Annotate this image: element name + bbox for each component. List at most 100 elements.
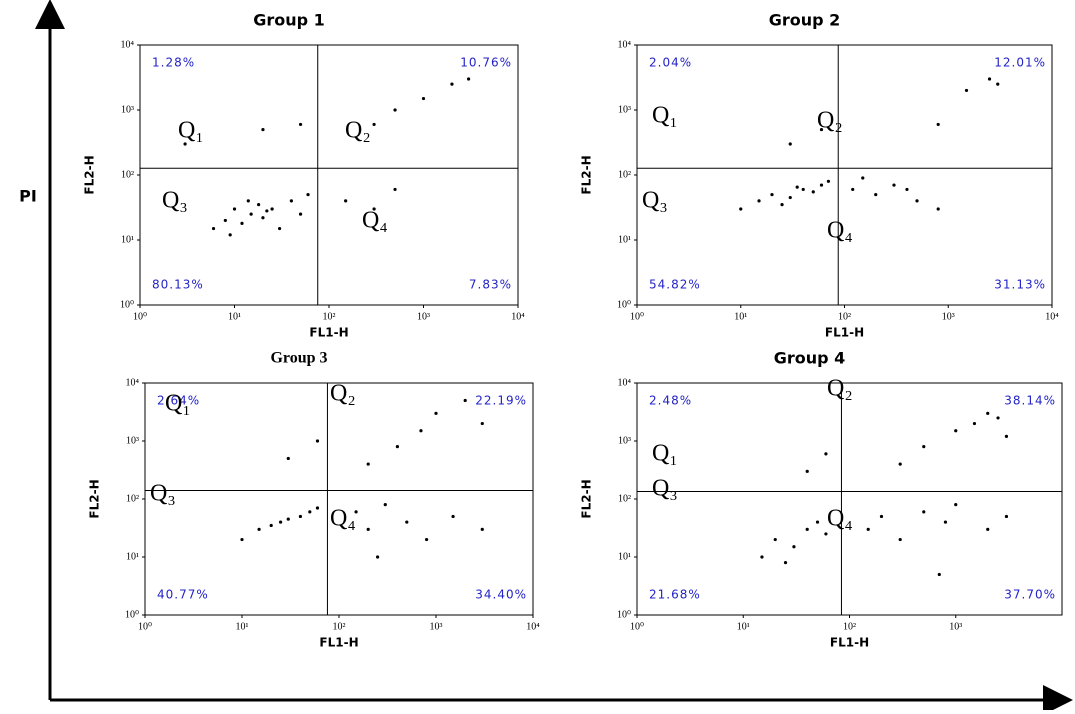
- x-axis-label: FL1-H: [825, 326, 864, 340]
- quadrant-name: Q₂: [817, 108, 843, 134]
- quadrant-percent: 7.83%: [469, 278, 512, 292]
- event-dot: [898, 537, 902, 542]
- x-tick-label: 10⁰: [138, 621, 152, 632]
- event-dot: [922, 445, 926, 449]
- x-tick-label: 10²: [323, 311, 336, 322]
- event-dot: [826, 179, 831, 183]
- quadrant-name: Q₁: [652, 103, 678, 129]
- event-dot: [289, 199, 293, 203]
- y-tick-label: 10³: [618, 435, 631, 446]
- event-dot: [257, 203, 261, 207]
- x-tick-label: 10⁴: [511, 311, 525, 322]
- x-tick-label: 10²: [843, 621, 856, 632]
- y-tick-label: 10⁰: [120, 299, 134, 310]
- event-dot: [788, 195, 792, 200]
- x-tick-label: 10⁰: [630, 311, 644, 322]
- event-dot: [954, 429, 958, 433]
- event-dot: [801, 187, 805, 192]
- x-tick-label: 10²: [333, 621, 346, 632]
- event-dot: [922, 510, 926, 514]
- event-dot: [450, 82, 454, 86]
- event-dot: [421, 96, 426, 101]
- y-axis-label: FL2-H: [88, 479, 102, 518]
- event-dot: [936, 207, 940, 211]
- y-tick-label: 10³: [126, 435, 139, 446]
- y-tick-label: 10¹: [126, 551, 139, 562]
- quadrant-percent: 21.68%: [649, 588, 701, 602]
- event-dot: [183, 142, 187, 146]
- y-axis-label: FL2-H: [83, 155, 97, 194]
- event-dot: [306, 192, 310, 197]
- y-tick-label: 10¹: [618, 234, 631, 245]
- event-dot: [874, 192, 878, 197]
- event-dot: [286, 456, 290, 461]
- event-dot: [480, 421, 484, 426]
- event-dot: [780, 203, 784, 207]
- quadrant-percent: 37.70%: [1004, 588, 1056, 602]
- y-tick-label: 10⁰: [617, 609, 631, 620]
- event-dot: [805, 469, 809, 473]
- y-tick-label: 10⁴: [126, 377, 140, 388]
- x-tick-label: 10⁰: [133, 311, 147, 322]
- event-dot: [861, 176, 865, 180]
- quadrant-name: Q₂: [330, 381, 356, 407]
- event-dot: [760, 555, 764, 559]
- event-dot: [354, 510, 358, 514]
- event-dot: [269, 523, 273, 528]
- event-dot: [480, 527, 484, 531]
- event-dot: [279, 520, 283, 524]
- quadrant-percent: 80.13%: [152, 278, 204, 292]
- quadrant-percent: 2.48%: [649, 394, 692, 408]
- plot-frame: [144, 382, 534, 616]
- y-tick-label: 10³: [618, 104, 631, 115]
- quadrant-name: Q₄: [362, 208, 388, 234]
- quadrant-percent: 12.01%: [994, 56, 1046, 70]
- quadrant-name: Q₃: [150, 481, 176, 507]
- event-dot: [987, 77, 992, 81]
- x-tick-label: 10²: [838, 311, 851, 322]
- event-dot: [936, 122, 940, 127]
- event-dot: [795, 185, 799, 189]
- event-dot: [996, 416, 1000, 420]
- quadrant-percent: 2.64%: [157, 394, 200, 408]
- y-tick-label: 10⁴: [618, 377, 632, 388]
- event-dot: [463, 398, 467, 403]
- event-dot: [892, 183, 896, 187]
- x-tick-label: 10⁴: [526, 621, 540, 632]
- panel-title: Group 2: [769, 11, 841, 30]
- quadrant-percent: 34.40%: [475, 588, 527, 602]
- x-axis-label: FL1-H: [319, 636, 358, 650]
- quadrant-name: Q₁: [165, 391, 191, 417]
- event-dot: [211, 226, 216, 231]
- quadrant-name: Q₄: [827, 506, 853, 532]
- event-dot: [246, 199, 250, 203]
- x-axis-label: FL1-H: [309, 326, 348, 340]
- event-dot: [344, 199, 348, 203]
- event-dot: [915, 199, 919, 203]
- event-dot: [943, 520, 948, 524]
- event-dot: [824, 532, 828, 536]
- event-dot: [315, 439, 320, 443]
- x-tick-label: 10⁰: [630, 621, 644, 632]
- y-tick-label: 10³: [121, 104, 134, 115]
- event-dot: [257, 527, 261, 531]
- x-tick-label: 10³: [417, 311, 430, 322]
- y-tick-label: 10⁰: [617, 299, 631, 310]
- event-dot: [451, 514, 455, 519]
- event-dot: [261, 216, 265, 220]
- event-dot: [996, 82, 1000, 86]
- event-dot: [270, 207, 274, 211]
- event-dot: [739, 207, 743, 211]
- y-tick-label: 10¹: [121, 234, 134, 245]
- event-dot: [395, 445, 399, 449]
- quadrant-percent: 31.13%: [994, 278, 1046, 292]
- x-tick-label: 10³: [430, 621, 443, 632]
- event-dot: [228, 233, 232, 237]
- quadrant-name: Q₃: [642, 188, 668, 214]
- event-dot: [792, 545, 796, 549]
- quadrant-name: Q₄: [330, 506, 356, 532]
- quadrant-name: Q₁: [652, 441, 678, 467]
- event-dot: [954, 503, 958, 507]
- y-tick-label: 10²: [121, 169, 134, 180]
- event-dot: [819, 127, 824, 132]
